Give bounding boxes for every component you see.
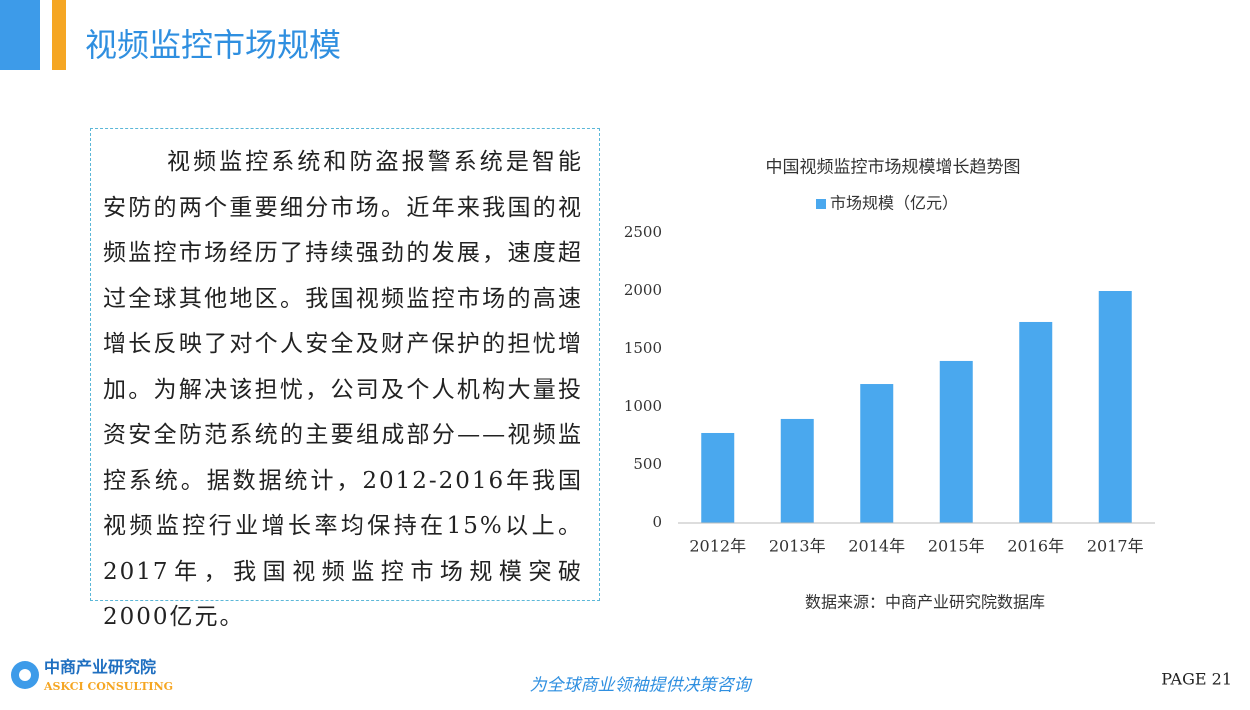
header-accent (52, 0, 66, 70)
y-tick-label: 1000 (624, 397, 662, 415)
text-box (90, 128, 600, 601)
x-tick-label: 2015年 (928, 537, 985, 556)
legend-swatch (816, 199, 826, 209)
x-tick-label: 2014年 (848, 537, 905, 556)
y-tick-label: 2000 (624, 281, 662, 299)
x-tick-label: 2012年 (689, 537, 746, 556)
bar (780, 418, 814, 523)
page-number: PAGE 21 (1161, 670, 1232, 689)
chart-title: 中国视频监控市场规模增长趋势图 (766, 158, 1021, 178)
x-tick-label: 2016年 (1007, 537, 1064, 556)
paragraph: 视频监控系统和防盗报警系统是智能安防的两个重要细分市场。近年来我国的视频监控市场… (103, 149, 583, 630)
bar (1019, 321, 1053, 523)
slide-title: 视频监控市场规模 (85, 26, 342, 64)
bar (1098, 291, 1132, 523)
y-tick-label: 500 (633, 455, 662, 473)
header-bar (0, 0, 40, 70)
x-tick-label: 2013年 (769, 537, 826, 556)
slogan: 为全球商业领袖提供决策咨询 (530, 676, 753, 696)
y-tick-label: 0 (652, 513, 662, 531)
y-tick-label: 2500 (624, 223, 662, 241)
source: 数据来源：中商产业研究院数据库 (805, 593, 1045, 612)
logo-icon-inner (19, 669, 31, 681)
logo-en: ASKCI CONSULTING (43, 680, 173, 693)
bar (939, 360, 973, 523)
legend-label: 市场规模（亿元） (830, 194, 958, 213)
y-tick-label: 1500 (624, 339, 662, 357)
bar (701, 432, 735, 523)
x-tick-label: 2017年 (1087, 537, 1144, 556)
logo-cn: 中商产业研究院 (44, 658, 156, 677)
bar (860, 384, 894, 523)
